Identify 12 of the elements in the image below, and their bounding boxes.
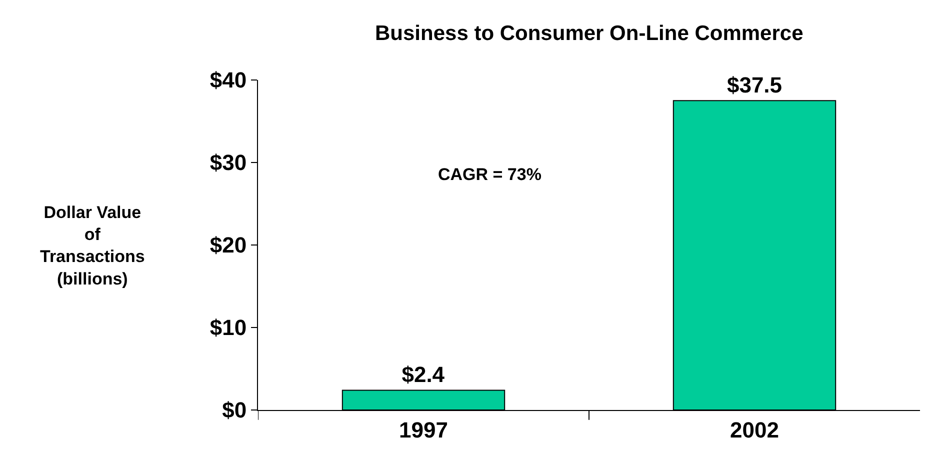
x-tick-label: 2002 [730,417,779,442]
y-tick-label: $0 [222,398,247,423]
y-tick-label: $30 [210,150,247,176]
annotation: CAGR = 73% [438,165,542,184]
data-label: $2.4 [402,362,446,388]
data-label: $37.5 [726,72,782,98]
chart-title: Business to Consumer On-Line Commerce [375,22,804,45]
x-tick-label: 1997 [399,417,448,442]
y-tick-label: $20 [210,232,247,258]
y-axis-title: Dollar Value of Transactions (billions) [40,203,145,288]
y-tick-label: $10 [210,315,247,340]
y-tick-label: $40 [210,68,247,93]
